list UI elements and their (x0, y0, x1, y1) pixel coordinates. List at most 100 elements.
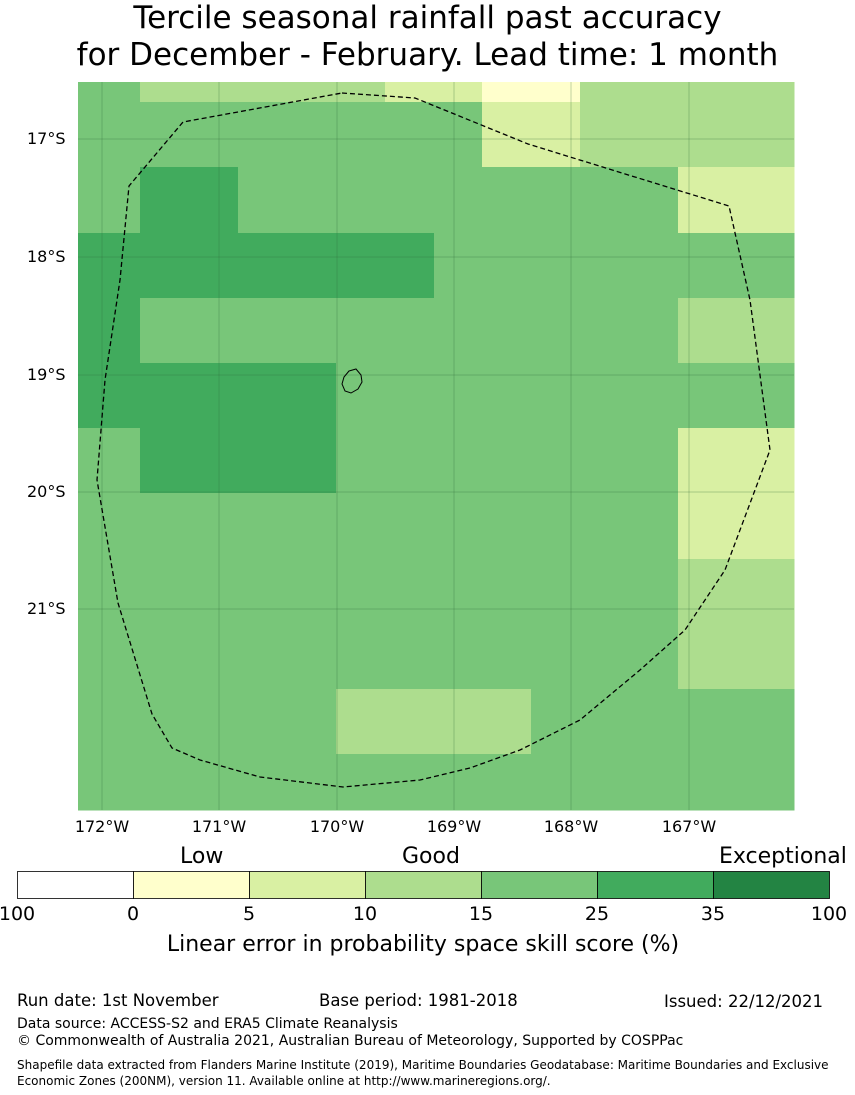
skill-cell (531, 102, 581, 168)
skill-cell (140, 428, 190, 494)
skill-cell (189, 82, 239, 103)
skill-cell (78, 428, 141, 494)
skill-cell (287, 493, 337, 560)
lat-label-20s: 20°S (27, 482, 66, 501)
lon-label-167w: 167°W (661, 817, 717, 836)
skill-cell (336, 689, 386, 755)
colorbar-tick: 100 (810, 903, 848, 925)
skill-cell (336, 102, 386, 168)
skill-cell (482, 493, 532, 560)
skill-cell (580, 102, 630, 168)
skill-cell (238, 82, 288, 103)
island-outline (341, 368, 363, 394)
colorbar-segment (597, 871, 714, 899)
skill-cell (629, 559, 679, 625)
skill-cell (385, 754, 435, 811)
legend-category-exceptional: Exceptional (719, 844, 847, 869)
skill-cell (580, 624, 630, 690)
skill-cell (336, 754, 386, 811)
skill-cell (629, 624, 679, 690)
lat-label-17s: 17°S (27, 129, 66, 148)
skill-cell (238, 754, 288, 811)
skill-cell (434, 689, 483, 755)
skill-cell (287, 689, 337, 755)
skill-cell (580, 167, 630, 234)
skill-cell (287, 233, 337, 299)
colorbar-segment (133, 871, 250, 899)
skill-cell (434, 233, 483, 299)
skill-cell (238, 624, 288, 690)
skill-cell (189, 559, 239, 625)
skill-cell (482, 167, 532, 234)
colorbar-segment (481, 871, 598, 899)
title-line-2: for December - February. Lead time: 1 mo… (76, 37, 779, 73)
skill-cell (434, 559, 483, 625)
base-period: Base period: 1981-2018 (319, 991, 518, 1010)
skill-cell (140, 167, 190, 234)
skill-cell (434, 754, 483, 811)
colorbar-segment (17, 871, 134, 899)
skill-cell (78, 754, 141, 811)
lon-label-172w: 172°W (74, 817, 130, 836)
skill-cell (629, 233, 679, 299)
skill-cell (531, 233, 581, 299)
lat-label-21s: 21°S (27, 599, 66, 618)
skill-cell (238, 363, 288, 429)
skill-cell (629, 167, 679, 234)
skill-cell (629, 363, 679, 429)
skill-cell (678, 102, 728, 168)
skill-cell (531, 559, 581, 625)
skill-cell (531, 754, 581, 811)
skill-cell (580, 298, 630, 364)
skill-cell (531, 298, 581, 364)
skill-cell (727, 624, 795, 690)
skill-cell (629, 428, 679, 494)
skill-grid (78, 82, 795, 811)
lon-label-171w: 171°W (191, 817, 247, 836)
lon-label-170w: 170°W (309, 817, 365, 836)
skill-cell (678, 559, 728, 625)
skill-cell (580, 689, 630, 755)
colorbar-segment (365, 871, 482, 899)
skill-cell (78, 689, 141, 755)
skill-cell (78, 624, 141, 690)
colorbar-tick: 100 (0, 903, 36, 925)
skill-cell (385, 363, 435, 429)
skill-cell (189, 167, 239, 234)
skill-map (78, 82, 795, 811)
skill-cell (140, 493, 190, 560)
skill-cell (678, 689, 728, 755)
skill-cell (385, 102, 435, 168)
skill-cell (678, 754, 728, 811)
skill-cell (385, 624, 435, 690)
skill-cell (678, 428, 728, 494)
skill-cell (482, 82, 532, 103)
skill-cell (580, 493, 630, 560)
skill-cell (434, 624, 483, 690)
skill-cell (78, 233, 141, 299)
skill-cell (238, 559, 288, 625)
skill-cell (580, 233, 630, 299)
skill-cell (385, 428, 435, 494)
skill-cell (482, 754, 532, 811)
skill-cell (727, 298, 795, 364)
skill-cell (482, 363, 532, 429)
skill-cell (336, 428, 386, 494)
data-source: Data source: ACCESS-S2 and ERA5 Climate … (17, 1016, 398, 1032)
skill-cell (678, 82, 728, 103)
legend-category-good: Good (402, 844, 460, 869)
skill-cell (385, 233, 435, 299)
skill-cell (678, 624, 728, 690)
skill-cell (482, 689, 532, 755)
skill-cell (189, 689, 239, 755)
skill-cell (727, 102, 795, 168)
skill-cell (385, 298, 435, 364)
skill-cell (629, 754, 679, 811)
skill-cell (140, 754, 190, 811)
skill-cell (727, 493, 795, 560)
skill-cell (385, 167, 435, 234)
skill-cell (727, 363, 795, 429)
skill-cell (727, 689, 795, 755)
skill-cell (434, 428, 483, 494)
skill-cell (434, 298, 483, 364)
